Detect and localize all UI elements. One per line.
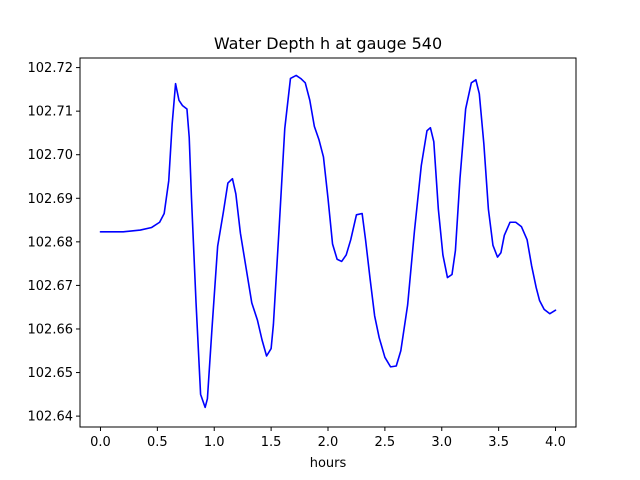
series-line-0 [99,74,557,409]
x-tick-label: 1.5 [261,435,282,450]
x-axis-label: hours [310,456,347,471]
y-tick-label: 102.68 [28,235,74,250]
x-axis: 0.0 0.5 1.0 1.5 2.0 2.5 3.0 3.5 4.0 [90,427,566,450]
chart-title: Water Depth h at gauge 540 [214,34,442,53]
x-tick-label: 4.0 [545,435,566,450]
x-tick-label: 2.5 [375,435,396,450]
x-tick-label: 2.0 [318,435,339,450]
y-tick-label: 102.70 [28,148,74,163]
x-tick-label: 3.5 [488,435,509,450]
y-axis: 102.64 102.65 102.66 102.67 102.68 102.69 102.… [28,61,80,425]
y-tick-label: 102.71 [28,105,74,120]
y-tick-label: 102.67 [28,279,74,294]
x-tick-label: 3.0 [431,435,452,450]
y-tick-label: 102.72 [28,61,74,76]
y-tick-label: 102.66 [28,322,74,337]
x-tick-label: 0.0 [90,435,111,450]
x-tick-label: 0.5 [147,435,168,450]
x-tick-label: 1.0 [204,435,225,450]
y-tick-label: 102.65 [28,366,74,381]
y-tick-label: 102.69 [28,192,74,207]
series-layer [99,74,557,409]
y-tick-label: 102.64 [28,410,74,425]
